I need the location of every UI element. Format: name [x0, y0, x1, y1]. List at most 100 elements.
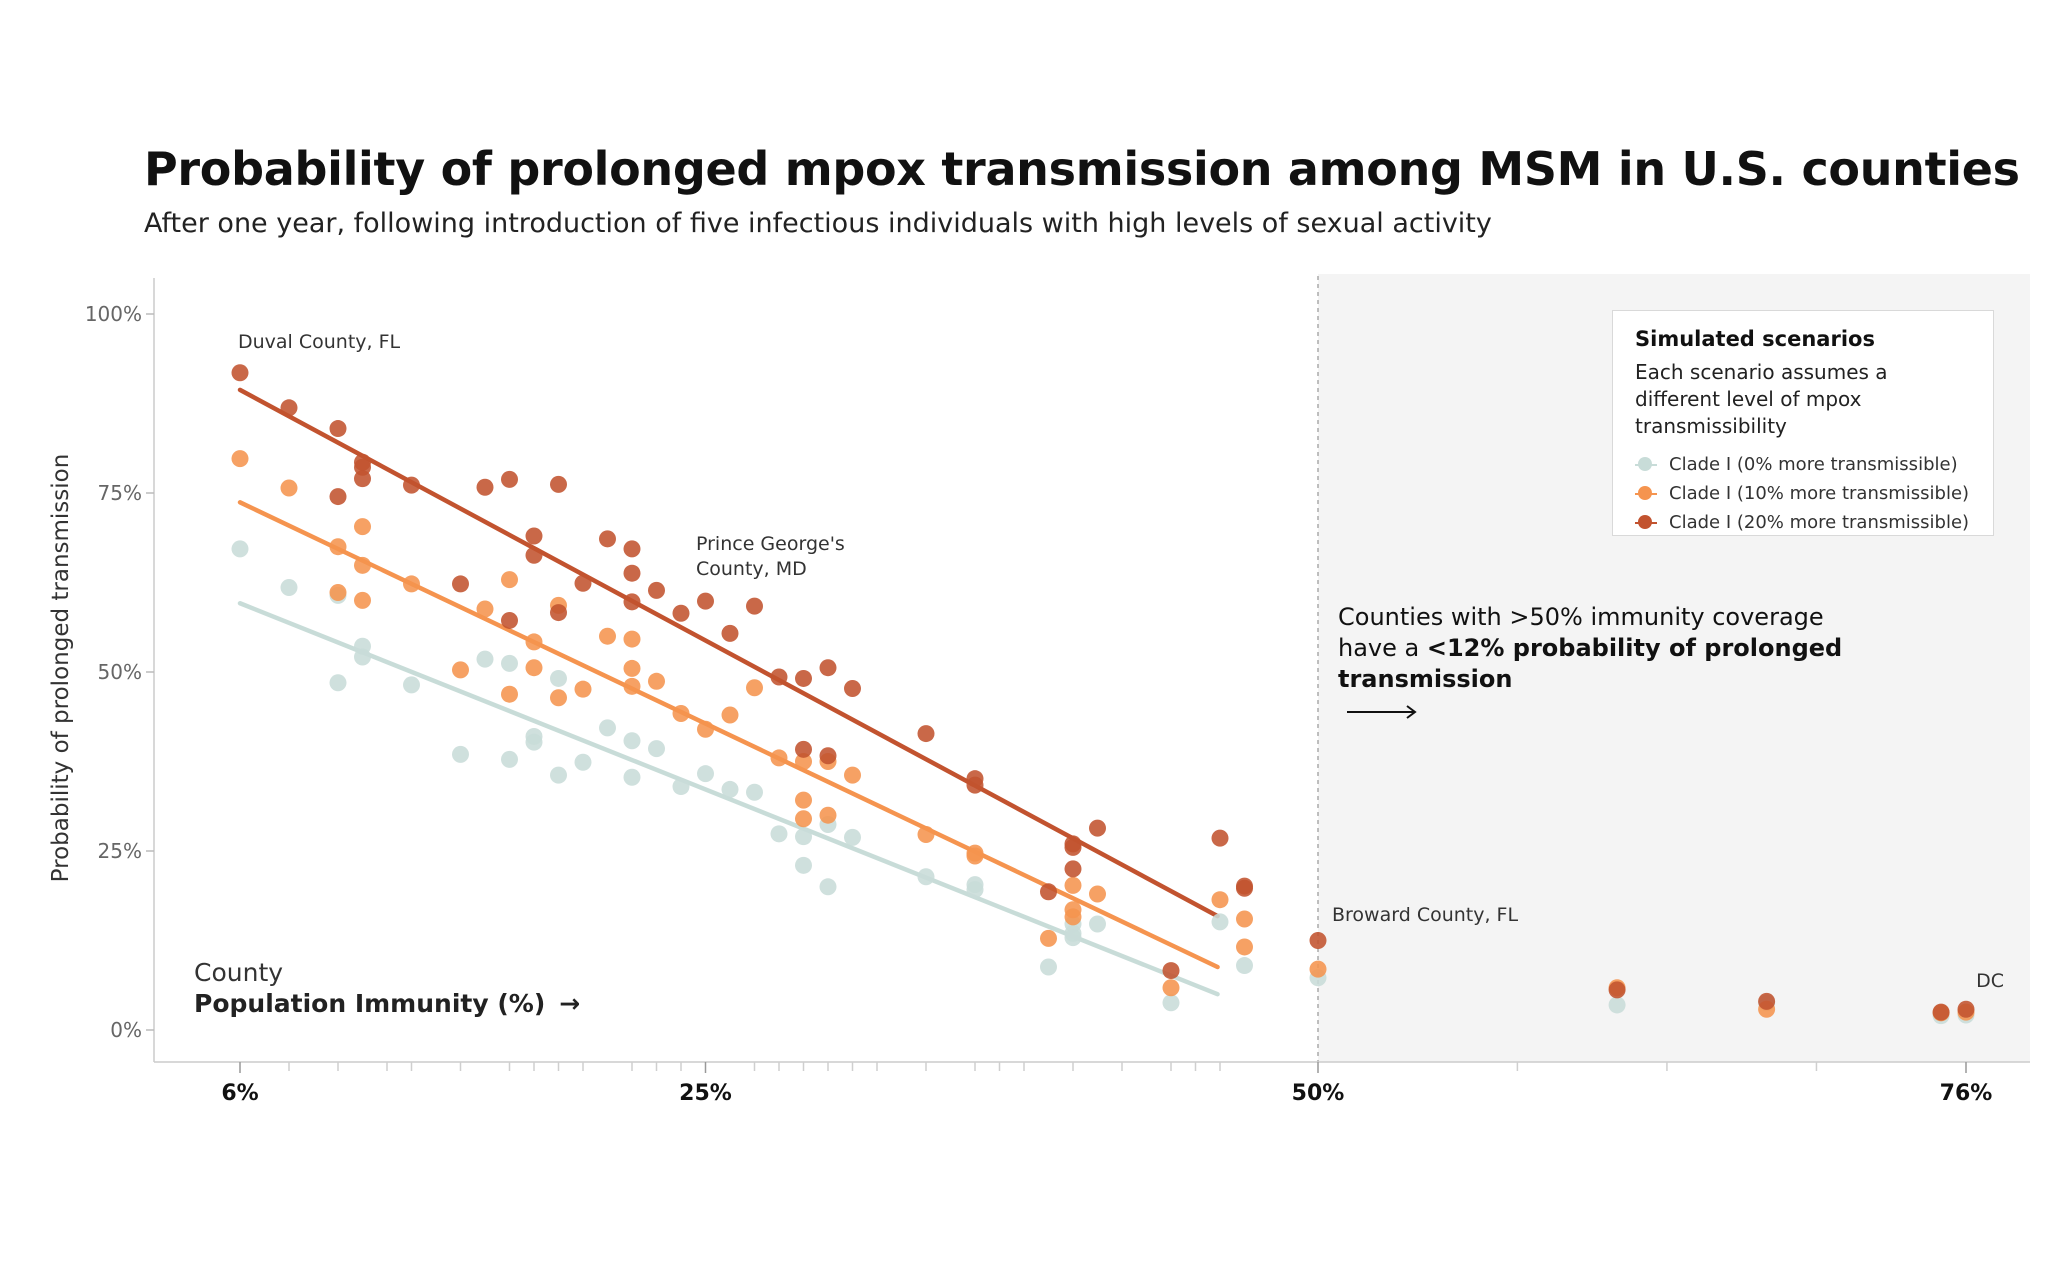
data-point-series-0 — [599, 719, 616, 737]
data-point-series-1 — [795, 810, 812, 828]
data-point-series-0 — [746, 783, 763, 801]
long-right-arrow-icon — [1347, 705, 1417, 719]
data-point-series-1 — [476, 600, 494, 618]
data-point-series-1 — [329, 584, 347, 602]
data-point-series-2 — [329, 420, 347, 438]
data-point-series-1 — [1236, 910, 1253, 928]
data-point-series-1 — [623, 659, 641, 677]
data-point-series-2 — [1608, 981, 1626, 999]
y-tick-label: 75% — [98, 481, 142, 505]
data-point-series-2 — [1957, 1000, 1975, 1018]
data-point-series-2 — [525, 546, 543, 564]
data-point-series-1 — [721, 706, 739, 724]
data-point-series-1 — [672, 705, 690, 723]
data-point-series-2 — [452, 575, 469, 593]
data-point-series-1 — [770, 749, 788, 767]
data-point-series-2 — [501, 470, 518, 488]
data-point-series-0 — [354, 648, 371, 666]
data-point-series-1 — [966, 847, 984, 865]
data-point-series-2 — [623, 540, 641, 558]
right-arrow-icon: → — [559, 989, 581, 1018]
data-point-series-0 — [525, 733, 543, 751]
x-axis-label-text: Population Immunity (%) — [194, 989, 546, 1018]
y-tick-label: 0% — [110, 1018, 142, 1042]
data-point-series-0 — [623, 768, 641, 786]
data-point-series-0 — [819, 878, 837, 896]
immunity-annotation: Counties with >50% immunity coverage hav… — [1338, 602, 1858, 695]
data-point-series-1 — [1162, 979, 1180, 997]
data-point-series-2 — [746, 597, 763, 615]
annotation-line-2-prefix: have a — [1338, 634, 1427, 662]
data-point-series-0 — [476, 650, 494, 668]
data-point-series-1 — [1040, 929, 1057, 947]
legend-swatch-clade-0 — [1635, 456, 1657, 472]
data-point-series-2 — [1932, 1003, 1950, 1021]
data-point-series-2 — [721, 624, 739, 642]
annotation-line-3: transmission — [1338, 664, 1858, 695]
data-point-series-0 — [672, 778, 690, 796]
data-point-series-0 — [280, 579, 298, 597]
data-point-series-1 — [746, 679, 763, 697]
data-point-series-0 — [648, 740, 665, 758]
data-point-series-1 — [795, 791, 812, 809]
data-point-series-1 — [550, 689, 567, 707]
data-point-series-2 — [1040, 883, 1057, 901]
legend-item-clade-10: Clade I (10% more transmissible) — [1635, 479, 1973, 508]
x-axis-label: County Population Immunity (%) → — [194, 958, 580, 1018]
data-point-series-2 — [1211, 829, 1229, 847]
data-point-series-2 — [819, 747, 837, 765]
data-point-series-1 — [1064, 908, 1082, 926]
data-point-series-2 — [795, 740, 812, 758]
data-point-series-0 — [501, 654, 518, 672]
trend-line-series-0 — [237, 601, 1220, 997]
x-tick-label: 50% — [1292, 1081, 1345, 1106]
data-point-series-1 — [819, 806, 837, 824]
data-point-series-2 — [966, 776, 984, 794]
data-point-series-1 — [1211, 891, 1229, 909]
data-point-series-2 — [917, 725, 935, 743]
legend-label-clade-20: Clade I (20% more transmissible) — [1669, 512, 1970, 533]
y-axis-label: Probability of prolonged transmission — [48, 454, 74, 883]
annotation-line-3-bold: transmission — [1338, 665, 1513, 693]
data-point-series-0 — [1089, 915, 1106, 933]
broward-county-label: Broward County, FL — [1332, 904, 1518, 926]
data-point-series-0 — [452, 745, 469, 763]
data-point-series-1 — [452, 661, 469, 679]
legend-label-clade-0: Clade I (0% more transmissible) — [1669, 454, 1958, 475]
x-tick-label: 25% — [679, 1081, 732, 1106]
data-point-series-1 — [697, 720, 714, 738]
data-point-series-1 — [1236, 938, 1253, 956]
legend-title: Simulated scenarios — [1635, 327, 1875, 351]
data-point-series-1 — [1089, 885, 1106, 903]
data-point-series-0 — [844, 828, 861, 846]
data-point-series-0 — [1608, 996, 1626, 1014]
data-point-series-2 — [550, 475, 567, 493]
prince-georges-label-line2: County, MD — [696, 558, 807, 580]
data-point-series-2 — [672, 604, 690, 622]
data-point-series-0 — [1236, 957, 1253, 975]
data-point-series-2 — [329, 488, 347, 506]
annotation-line-2-bold: <12% probability of prolonged — [1426, 634, 1843, 662]
data-point-series-1 — [795, 753, 812, 770]
data-point-series-1 — [354, 518, 371, 536]
data-point-series-1 — [623, 630, 641, 648]
data-point-series-2 — [819, 659, 837, 677]
x-tick-label: 76% — [1940, 1081, 1993, 1106]
data-point-series-1 — [329, 538, 347, 556]
data-point-series-2 — [1089, 819, 1106, 837]
dc-label: DC — [1976, 970, 2004, 992]
data-point-series-1 — [1064, 876, 1082, 894]
legend-item-clade-20: Clade I (20% more transmissible) — [1635, 508, 1973, 537]
data-point-series-0 — [697, 765, 714, 783]
duval-county-label: Duval County, FL — [238, 331, 401, 353]
data-point-series-2 — [795, 669, 812, 687]
data-point-series-2 — [476, 478, 494, 496]
data-point-series-2 — [1064, 860, 1082, 878]
data-point-series-2 — [599, 530, 616, 548]
y-tick-label: 100% — [85, 302, 142, 326]
data-point-series-2 — [1309, 932, 1327, 949]
legend-swatch-clade-10 — [1635, 485, 1657, 501]
legend-description: Each scenario assumes a different level … — [1635, 360, 1888, 438]
y-tick-label: 50% — [98, 660, 142, 684]
data-point-series-2 — [1162, 962, 1180, 980]
